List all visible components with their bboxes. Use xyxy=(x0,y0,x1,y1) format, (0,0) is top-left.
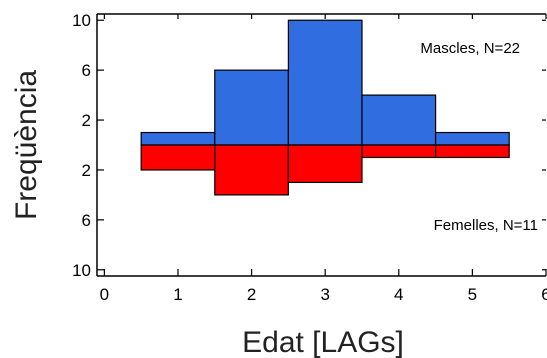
annotation-females: Femelles, N=11 xyxy=(434,217,538,234)
y-tick-label-5: 10 xyxy=(72,261,91,280)
plot-frame xyxy=(96,13,546,277)
male-bar-4 xyxy=(361,94,437,146)
x-tick-label-0: 0 xyxy=(100,285,109,304)
x-tick-label-5: 5 xyxy=(468,285,477,304)
y-tick-label-0: 10 xyxy=(72,11,91,30)
x-tick-label-6: 6 xyxy=(541,285,547,304)
female-bar-1 xyxy=(140,144,216,171)
bars-layer xyxy=(140,19,510,196)
axis-ticks: 0 1 2 3 4 5 6 10 6 2 2 6 10 xyxy=(72,11,547,304)
y-tick-label-3: 2 xyxy=(82,161,91,180)
male-bar-1 xyxy=(140,131,216,146)
y-tick-label-2: 2 xyxy=(82,111,91,130)
x-axis-title: Edat [LAGs] xyxy=(242,326,404,358)
y-tick-label-4: 6 xyxy=(82,211,91,230)
x-tick-label-1: 1 xyxy=(173,285,182,304)
y-axis-title: Freqüència xyxy=(10,70,43,220)
x-tick-label-3: 3 xyxy=(320,285,329,304)
male-bar-3 xyxy=(287,19,363,146)
y-tick-label-1: 6 xyxy=(82,61,91,80)
female-bar-5 xyxy=(434,144,510,159)
male-bar-5 xyxy=(434,131,510,146)
x-tick-label-4: 4 xyxy=(394,285,403,304)
annotation-males: Mascles, N=22 xyxy=(420,40,520,57)
male-bar-2 xyxy=(214,69,289,146)
female-bar-2 xyxy=(214,144,289,196)
x-tick-label-2: 2 xyxy=(247,285,256,304)
female-bar-3 xyxy=(287,144,363,184)
female-bar-4 xyxy=(361,144,437,159)
